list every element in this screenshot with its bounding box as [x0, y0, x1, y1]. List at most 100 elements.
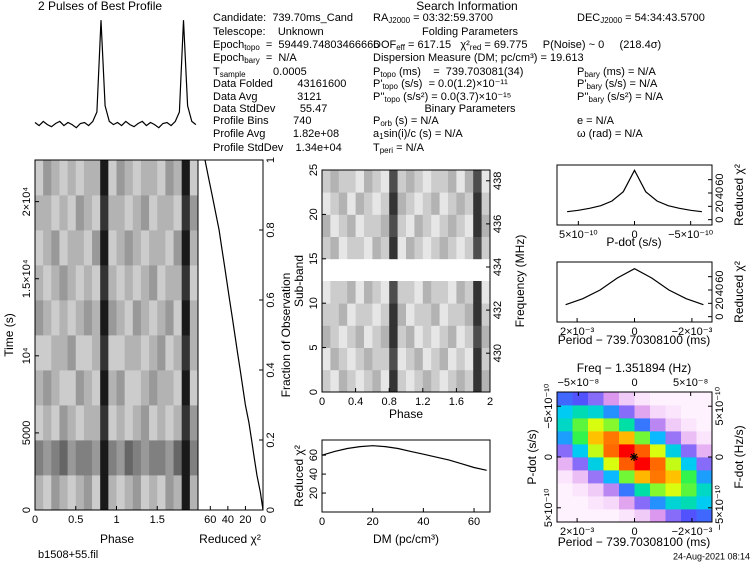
heat-cell: [51, 335, 60, 371]
heat-cell: [588, 457, 604, 471]
heat-cell: [338, 214, 348, 237]
heat-cell: [35, 335, 44, 371]
info-line: Epochbary = N/A: [213, 52, 297, 65]
heat-cell: [619, 392, 635, 406]
heat-cell: [439, 192, 449, 215]
heat-cell: [364, 192, 373, 215]
heat-cell: [634, 444, 651, 458]
heat-cell: [364, 325, 373, 348]
heat-cell: [67, 370, 77, 406]
info-line: a1sin(i)/c (s) = N/A: [373, 128, 463, 141]
heat-cell: [456, 236, 466, 260]
heat-cell: [557, 496, 573, 510]
info-subscript: bary: [244, 56, 260, 65]
heat-cell: [83, 195, 93, 231]
heat-cell: [67, 335, 77, 371]
heat-cell: [149, 440, 158, 476]
heat-cell: [322, 303, 331, 326]
heat-cell: [165, 195, 174, 231]
heat-cell: [35, 230, 44, 266]
y-tick-label: 20: [308, 487, 320, 499]
heat-cell: [481, 325, 491, 348]
y2-tick-label: 0.2: [265, 432, 277, 447]
heat-cell: [588, 483, 604, 497]
y2-tick-label: 432: [492, 301, 504, 319]
heat-cell: [322, 192, 331, 215]
heat-cell: [75, 405, 85, 441]
info-line: Candidate: 739.70ms_Cand: [213, 12, 353, 24]
heat-cell: [51, 195, 60, 231]
x-tick-label: 0.4: [348, 396, 363, 408]
axis-label: Period − 739.70308100 (ms): [558, 535, 710, 549]
heat-cell: [35, 405, 44, 441]
axis-label: Frequency (MHz): [513, 235, 527, 328]
x-tick-label: 1: [113, 514, 119, 526]
heat-cell: [355, 236, 365, 260]
heat-cell: [603, 405, 620, 419]
axis-label: Time (s): [2, 313, 16, 357]
heat-cell: [140, 475, 150, 511]
heat-cell: [372, 347, 382, 371]
info-line: P''topo (s/s²) = 0.0(3.7)×10⁻¹⁵: [373, 91, 511, 104]
heat-cell: [173, 300, 183, 336]
info-text: Epoch: [213, 39, 244, 51]
heat-cell: [380, 236, 390, 260]
info-text: (ms) = N/A: [600, 66, 657, 78]
heat-cell: [650, 444, 666, 458]
heat-cell: [355, 369, 365, 393]
y-tick-label: 0: [308, 389, 320, 395]
heat-cell: [92, 335, 101, 371]
y2-tick-label: 438: [492, 172, 504, 190]
heat-cell: [124, 440, 134, 476]
info-text: sin(i)/c (s) = N/A: [384, 128, 464, 140]
heat-cell: [634, 418, 651, 432]
heat-cell: [83, 475, 93, 511]
heat-cell: [100, 405, 109, 441]
heat-cell: [464, 236, 474, 260]
info-line: Telescope: Unknown: [213, 26, 324, 38]
y2-tick-label: −5×10⁻¹⁰: [714, 485, 726, 531]
heat-cell: [92, 370, 101, 406]
heat-cell: [355, 192, 365, 215]
heat-cell: [372, 192, 382, 215]
heat-cell: [372, 281, 382, 304]
x-tick-label: 0: [631, 526, 637, 538]
info-line: Pbary (ms) = N/A: [577, 66, 656, 79]
info-line: Dispersion Measure (DM; pc/cm³) = 19.613: [373, 52, 584, 64]
heat-cell: [165, 405, 174, 441]
x2-tick-label: −5×10⁻⁸: [558, 377, 600, 389]
best-fit-marker: [630, 453, 638, 461]
heat-cell: [83, 160, 93, 196]
heat-cell: [67, 440, 77, 476]
heat-cell: [650, 405, 666, 419]
heat-cell: [355, 214, 365, 237]
info-line: Profile Bins 740: [213, 115, 311, 127]
heat-cell: [681, 431, 697, 445]
heat-cell: [422, 325, 432, 348]
heat-cell: [557, 483, 573, 497]
heat-cell: [108, 300, 117, 336]
heat-cell: [665, 496, 682, 510]
x-tick-label: 0.8: [382, 396, 397, 408]
heat-cell: [59, 405, 68, 441]
heat-cell: [557, 418, 573, 432]
y-tick-label: 0: [21, 507, 33, 513]
heat-cell: [473, 214, 482, 237]
heat-cell: [157, 300, 166, 336]
heat-cell: [464, 325, 474, 348]
heat-cell: [557, 509, 573, 523]
x-tick-label: 0: [631, 326, 637, 338]
info-text: Candidate: 739.70ms_Cand: [213, 12, 353, 24]
heat-cell: [165, 160, 174, 196]
plot-frame: [197, 159, 264, 511]
heat-cell: [414, 303, 424, 326]
heat-cell: [414, 192, 424, 215]
heat-cell: [372, 303, 382, 326]
heat-cell: [100, 195, 109, 231]
info-subscript: J2000: [388, 16, 410, 25]
heat-cell: [588, 418, 604, 432]
x2-tick-label: 0: [631, 377, 637, 389]
y2-tick-label: 1: [265, 157, 277, 163]
heat-cell: [372, 214, 382, 237]
info-subscript: eff: [396, 43, 406, 52]
